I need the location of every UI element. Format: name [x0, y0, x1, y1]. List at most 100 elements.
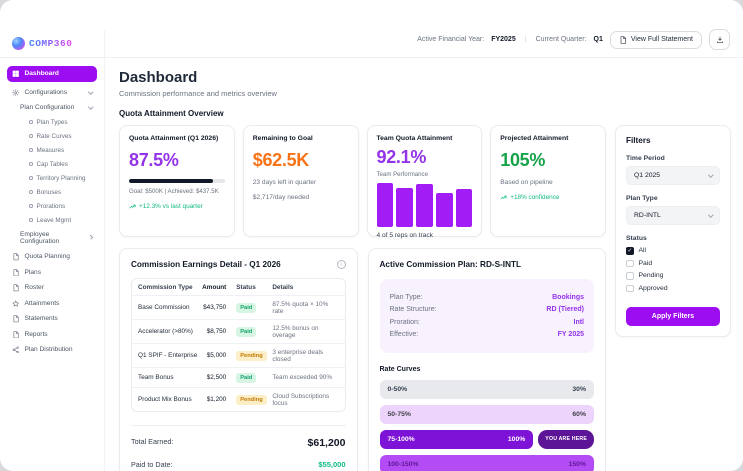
sidebar-item-dashboard[interactable]: Dashboard [7, 66, 97, 82]
status-badge: Pending [236, 350, 267, 361]
plan-type-filter-value: RD-INTL [634, 212, 661, 219]
table-row[interactable]: Base Commission $43,750 Paid 87.5% quota… [132, 296, 345, 320]
bullet-icon [29, 148, 33, 152]
sidebar-item-plan-distribution[interactable]: Plan Distribution [7, 342, 97, 358]
plan-panel-title: Active Commission Plan: RD-S-INTL [379, 260, 521, 269]
cell-amount: $43,750 [203, 304, 227, 311]
plan-type-select[interactable]: RD-INTL [626, 206, 720, 225]
total-earned-value: $61,200 [307, 437, 346, 449]
status-checkbox-1[interactable] [626, 259, 634, 267]
sidebar-label-plan-configuration: Plan Configuration [20, 104, 75, 111]
sidebar-item-measures[interactable]: Measures [7, 143, 97, 157]
sidebar-label-dashboard: Dashboard [24, 70, 59, 78]
sidebar-item-territory-planning[interactable]: Territory Planning [7, 171, 97, 185]
chevron-down-icon [707, 212, 713, 217]
sidebar-label: Attainments [24, 299, 60, 307]
sidebar-item-rate-curves[interactable]: Rate Curves [7, 129, 97, 143]
projected-trend: +18% confidence [500, 194, 596, 201]
kpi-value: 105% [500, 149, 546, 170]
col-details: Details [272, 283, 294, 291]
sidebar-item-plan-configuration[interactable]: Plan Configuration [7, 100, 97, 115]
status-checkbox-0[interactable]: ✓ [626, 247, 634, 255]
kpi-card-remaining-to-goal: Remaining to Goal $62.5K 23 days left in… [242, 125, 359, 237]
rate-curve-bar-100-150: 100-150% 150% [379, 454, 594, 471]
header-right: Active Financial Year: FY2025 | Current … [105, 29, 743, 57]
sidebar-item-quota-planning[interactable]: Quota Planning [7, 249, 97, 265]
status-checkbox-3[interactable] [626, 284, 634, 292]
sidebar-item-cap-tables[interactable]: Cap Tables [7, 157, 97, 171]
team-bar [396, 188, 413, 227]
curve-range: 50-75% [387, 410, 411, 418]
status-badge: Paid [236, 302, 257, 313]
cell-details: 12.5% bonus on overage [272, 324, 319, 339]
based-on-pipeline-text: Based on pipeline [500, 178, 553, 186]
status-checkbox-2[interactable] [626, 272, 634, 280]
view-full-statement-button[interactable]: View Full Statement [609, 30, 702, 49]
bullet-icon [29, 204, 33, 208]
rate-curve-bar-0-50: 0-50% 30% [379, 379, 594, 399]
curve-rate: 30% [572, 385, 586, 393]
cell-type: Team Bonus [138, 374, 174, 381]
sidebar-item-attainments[interactable]: Attainments [7, 296, 97, 312]
effective-label: Effective: [389, 331, 419, 338]
bullet-icon [29, 134, 33, 138]
curve-range: 0-50% [387, 385, 408, 393]
star-icon [12, 300, 19, 307]
kpi-title: Projected Attainment [500, 135, 569, 142]
table-row[interactable]: Product Mix Bonus $1,200 Pending Cloud S… [132, 388, 345, 411]
table-row[interactable]: Q1 SPIF - Enterprise $5,000 Pending 3 en… [132, 344, 345, 368]
top-header: COMP360 Active Financial Year: FY2025 | … [0, 0, 743, 58]
checkbox-label: Paid [638, 259, 653, 267]
plan-type-value: Bookings [552, 293, 584, 301]
sidebar: Dashboard Configurations Plan Configurat… [0, 58, 105, 471]
cell-type: Base Commission [138, 304, 190, 311]
sidebar-item-plans[interactable]: Plans [7, 265, 97, 281]
quota-trend: +12.3% vs last quarter [129, 203, 225, 210]
trending-up-icon [129, 204, 136, 209]
status-option-paid[interactable]: Paid [626, 259, 720, 267]
status-option-all[interactable]: ✓ All [626, 247, 720, 255]
sidebar-item-employee-configuration[interactable]: Employee Configuration [7, 227, 97, 249]
sidebar-item-leave-mgmt[interactable]: Leave Mgmt [7, 213, 97, 227]
info-icon[interactable]: i [336, 260, 346, 269]
status-option-approved[interactable]: Approved [626, 284, 720, 292]
cell-details: 87.5% quota × 10% rate [272, 300, 329, 315]
you-are-here-badge: YOU ARE HERE [538, 429, 594, 449]
kpi-title: Team Quota Attainment [376, 135, 453, 142]
kpi-title: Quota Attainment (Q1 2026) [129, 135, 219, 142]
col-commission-type: Commission Type [138, 283, 193, 291]
cell-amount: $1,200 [206, 396, 227, 403]
status-option-pending[interactable]: Pending [626, 272, 720, 280]
bullet-icon [29, 190, 33, 194]
curve-rate: 150% [568, 460, 586, 468]
earnings-table-header: Commission Type Amount Status Details [132, 279, 345, 296]
cell-details: 3 enterprise deals closed [272, 348, 324, 363]
sidebar-label: Plans [24, 268, 42, 276]
download-button[interactable] [709, 29, 730, 50]
sidebar-item-configurations[interactable]: Configurations [7, 85, 97, 101]
time-period-select[interactable]: Q1 2025 [626, 166, 720, 185]
per-day-needed-text: $2,717/day needed [252, 193, 310, 201]
apply-filters-button[interactable]: Apply Filters [626, 307, 720, 326]
kpi-title: Remaining to Goal [252, 135, 313, 142]
sidebar-label: Reports [24, 330, 48, 338]
document-icon [13, 253, 19, 261]
sidebar-label: Bonuses [36, 188, 62, 196]
table-row[interactable]: Team Bonus $2,500 Paid Team exceeded 90% [132, 368, 345, 388]
sidebar-item-roster[interactable]: Roster [7, 280, 97, 296]
earnings-table: Commission Type Amount Status Details Ba… [131, 278, 346, 412]
status-filter-label: Status [626, 235, 647, 242]
table-row[interactable]: Accelerator (>80%) $8,750 Paid 12.5% bon… [132, 320, 345, 344]
sidebar-item-plan-types[interactable]: Plan Types [7, 115, 97, 129]
view-full-statement-label: View Full Statement [630, 36, 693, 43]
current-quarter-value: Q1 [593, 36, 603, 43]
sidebar-item-statements[interactable]: Statements [7, 311, 97, 327]
trending-up-icon [500, 195, 507, 200]
sidebar-item-bonuses[interactable]: Bonuses [7, 185, 97, 199]
sidebar-item-prorations[interactable]: Prorations [7, 199, 97, 213]
sidebar-item-reports[interactable]: Reports [7, 327, 97, 343]
curve-range: 75-100% [387, 435, 415, 443]
rate-curves-label: Rate Curves [379, 365, 421, 373]
document-icon [13, 268, 19, 276]
